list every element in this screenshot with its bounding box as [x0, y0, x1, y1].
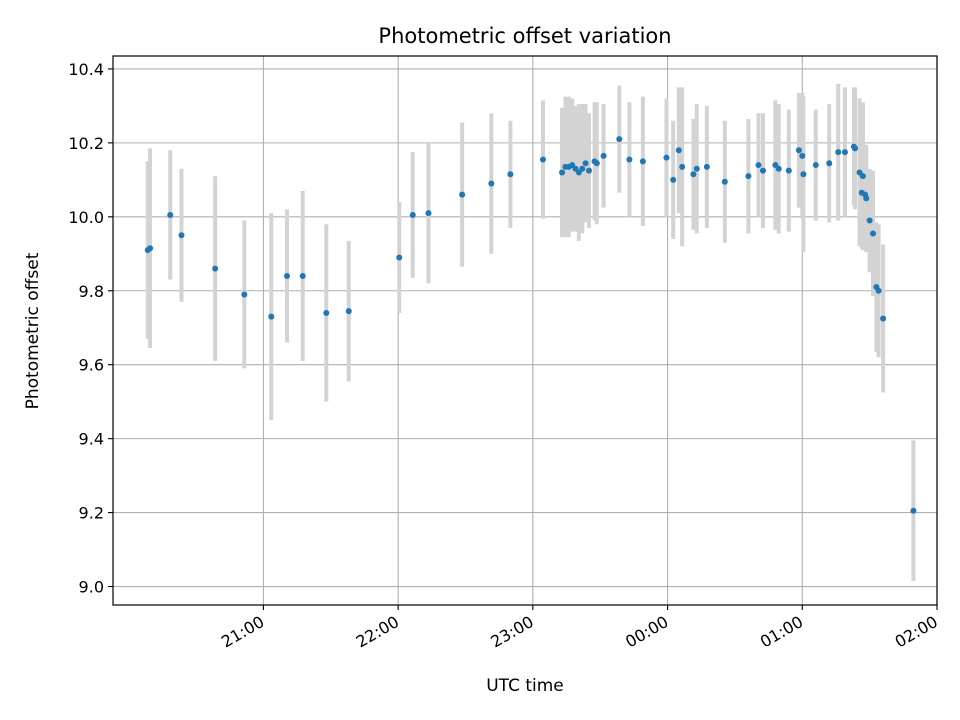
y-tick-label: 9.4 [79, 430, 104, 449]
y-tick-label: 10.4 [68, 60, 104, 79]
data-point [863, 195, 870, 202]
data-point [582, 160, 589, 167]
data-point [241, 291, 248, 298]
data-point [579, 165, 586, 172]
data-point [910, 507, 917, 514]
data-point [593, 160, 600, 167]
data-point [345, 308, 352, 315]
data-point [409, 211, 416, 218]
y-tick-label: 10.0 [68, 208, 104, 227]
data-point [759, 167, 766, 174]
data-point [812, 162, 819, 169]
data-point [268, 313, 275, 320]
data-point [852, 145, 859, 152]
x-axis-label: UTC time [486, 676, 564, 696]
data-point [703, 163, 710, 170]
data-point [799, 152, 806, 159]
data-point [147, 245, 154, 252]
data-point [693, 165, 700, 172]
y-tick-label: 9.0 [79, 578, 104, 597]
data-point [826, 160, 833, 167]
y-tick-label: 9.8 [79, 282, 104, 301]
y-tick-label: 9.2 [79, 504, 104, 523]
data-point [859, 173, 866, 180]
data-points [144, 136, 917, 514]
data-point [539, 156, 546, 163]
data-point [880, 315, 887, 322]
data-point [835, 149, 842, 156]
data-point [299, 272, 306, 279]
data-point [866, 217, 873, 224]
data-point [585, 167, 592, 174]
data-point [425, 210, 432, 217]
y-tick-label: 9.6 [79, 356, 104, 375]
data-point [755, 162, 762, 169]
data-point [559, 169, 566, 176]
data-point [178, 232, 185, 239]
plot-frame [112, 55, 938, 606]
data-point [663, 154, 670, 161]
data-point [841, 149, 848, 156]
data-point [785, 167, 792, 174]
data-point [800, 171, 807, 178]
data-point [795, 147, 802, 154]
data-point [459, 191, 466, 198]
data-point [396, 254, 403, 261]
data-point [616, 136, 623, 143]
data-point [675, 147, 682, 154]
data-point [488, 180, 495, 187]
data-point [626, 156, 633, 163]
data-point [167, 211, 174, 218]
data-point [507, 171, 514, 178]
data-point [690, 171, 697, 178]
data-point [775, 165, 782, 172]
y-tick-label: 10.2 [68, 134, 104, 153]
chart-title: Photometric offset variation [378, 24, 671, 48]
data-point [212, 265, 219, 272]
data-point [670, 176, 677, 183]
data-point [870, 230, 877, 237]
data-point [721, 178, 728, 185]
y-axis-label: Photometric offset [23, 252, 43, 409]
data-point [875, 287, 882, 294]
data-point [679, 163, 686, 170]
data-point [323, 309, 330, 316]
data-point [639, 158, 646, 165]
data-point [745, 173, 752, 180]
data-point [284, 272, 291, 279]
data-point [600, 152, 607, 159]
